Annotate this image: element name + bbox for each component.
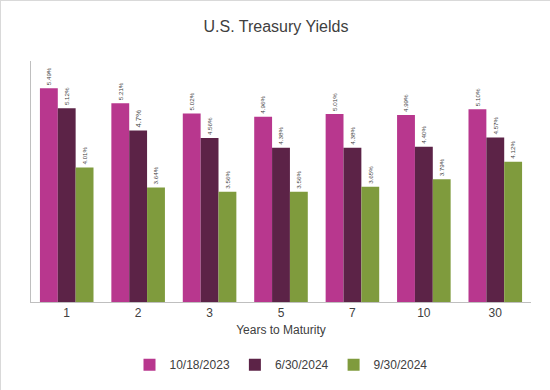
svg-text:5.12%: 5.12% <box>63 87 70 105</box>
svg-text:3.56%: 3.56% <box>295 171 302 189</box>
svg-text:4.57%: 4.57% <box>492 116 499 134</box>
svg-text:3.64%: 3.64% <box>152 166 159 184</box>
svg-text:2: 2 <box>135 306 142 320</box>
svg-text:1: 1 <box>63 306 70 320</box>
svg-text:Years to Maturity: Years to Maturity <box>236 323 326 337</box>
svg-text:3.56%: 3.56% <box>224 171 231 189</box>
svg-text:4.01%: 4.01% <box>81 146 88 164</box>
svg-text:4.38%: 4.38% <box>277 127 284 145</box>
svg-text:4.38%: 4.38% <box>349 127 356 145</box>
svg-text:3: 3 <box>206 306 213 320</box>
svg-text:3.79%: 3.79% <box>438 158 445 176</box>
svg-text:5.01%: 5.01% <box>331 93 338 111</box>
svg-text:4.56%: 4.56% <box>206 117 213 135</box>
svg-text:5.21%: 5.21% <box>117 82 124 100</box>
svg-text:5.02%: 5.02% <box>188 92 195 110</box>
svg-text:U.S. Treasury Yields: U.S. Treasury Yields <box>204 18 349 35</box>
svg-text:7: 7 <box>349 306 356 320</box>
svg-text:10: 10 <box>417 306 431 320</box>
svg-text:30: 30 <box>489 306 503 320</box>
svg-text:6/30/2024: 6/30/2024 <box>275 358 329 372</box>
svg-text:4.7%: 4.7% <box>134 110 143 128</box>
svg-text:9/30/2024: 9/30/2024 <box>374 358 428 372</box>
svg-text:5: 5 <box>278 306 285 320</box>
svg-text:5.49%: 5.49% <box>45 67 52 85</box>
svg-text:5.10%: 5.10% <box>474 88 481 106</box>
svg-text:3.65%: 3.65% <box>367 166 374 184</box>
svg-text:4.40%: 4.40% <box>420 126 427 144</box>
svg-text:10/18/2023: 10/18/2023 <box>170 358 230 372</box>
svg-text:4.12%: 4.12% <box>509 141 516 159</box>
svg-text:4.99%: 4.99% <box>402 94 409 112</box>
svg-text:4.96%: 4.96% <box>259 96 266 114</box>
